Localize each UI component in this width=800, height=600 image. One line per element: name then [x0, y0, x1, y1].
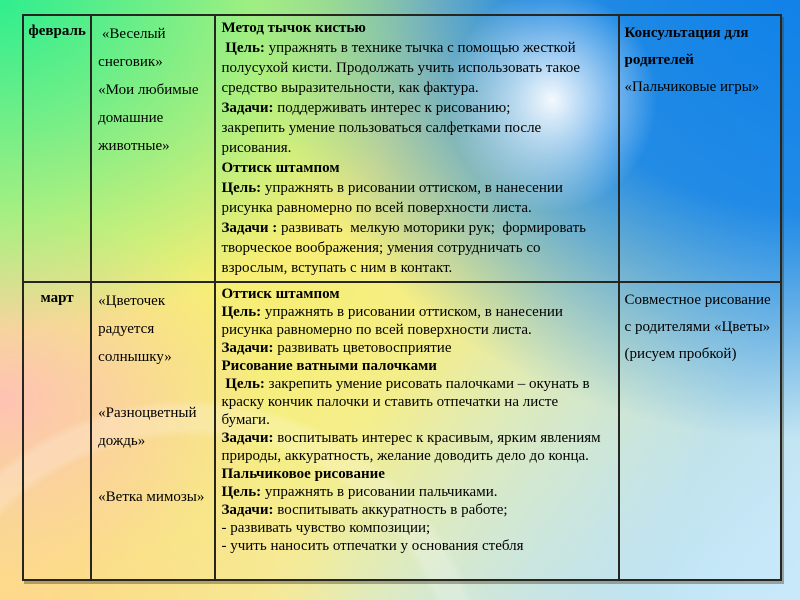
cell-february-consultation: Консультация для родителей «Пальчиковые и…: [617, 14, 783, 283]
cell-march-themes: «Цветочек радуется солнышку» «Разноцветны…: [90, 281, 217, 581]
paragraph: Рисование ватными палочками: [221, 358, 437, 374]
paragraph: Задачи : развивать мелкую моторики рук; …: [221, 220, 590, 276]
consultation-text: Совместное рисование с родителями «Цветы…: [625, 287, 775, 368]
cell-february-month: февраль: [21, 14, 93, 283]
paragraph: «Ветка мимозы»: [98, 489, 205, 505]
paragraph: Метод тычок кистью: [221, 20, 366, 36]
paragraph: Задачи: поддерживать интерес к рисованию…: [221, 100, 511, 116]
month-label: февраль: [28, 23, 86, 39]
paragraph: «Цветочек радуется солнышку»: [98, 293, 172, 365]
paragraph: Задачи: воспитывать аккуратность в работ…: [221, 502, 508, 518]
paragraph: Цель: закрепить умение рисовать палочкам…: [221, 376, 594, 428]
paragraph: Пальчиковое рисование: [221, 466, 385, 482]
paragraph: закрепить умение пользоваться салфетками…: [221, 120, 545, 156]
methods-text: Оттиск штампом Цель: упражнять в рисовани…: [221, 285, 608, 555]
paragraph: «Разноцветный дождь»: [98, 405, 201, 449]
paragraph: Цель: упражнять в рисовании пальчиками.: [221, 484, 498, 500]
month-label: март: [40, 290, 74, 306]
paragraph: Задачи: воспитывать интерес к красивым, …: [221, 430, 605, 464]
methods-text: Метод тычок кистью Цель: упражнять в тех…: [221, 18, 608, 278]
cell-february-methods: Метод тычок кистью Цель: упражнять в тех…: [214, 14, 620, 283]
consultation-text: Консультация для родителей «Пальчиковые и…: [625, 20, 775, 101]
paragraph: «Веселый снеговик»: [98, 26, 170, 70]
cell-february-themes: «Веселый снеговик» «Мои любимые домашние …: [90, 14, 217, 283]
paragraph: Цель: упражнять в рисовании оттиском, в …: [221, 304, 567, 338]
paragraph: Цель: упражнять в технике тычка с помощь…: [221, 40, 584, 96]
paragraph: Цель: упражнять в рисовании оттиском, в …: [221, 180, 567, 216]
paragraph: «Пальчиковые игры»: [624, 79, 760, 95]
row-march: март «Цветочек радуется солнышку» «Разноц…: [21, 281, 783, 581]
cell-march-consultation: Совместное рисование с родителями «Цветы…: [617, 281, 783, 581]
themes-text: «Цветочек радуется солнышку» «Разноцветны…: [98, 287, 210, 511]
themes-text: «Веселый снеговик» «Мои любимые домашние …: [98, 20, 210, 160]
cell-march-month: март: [21, 281, 93, 581]
monthly-activity-plan-table: февраль «Веселый снеговик» «Мои любимые д…: [21, 14, 783, 581]
paragraph: Задачи: развивать цветовосприятие: [221, 340, 452, 356]
cell-march-methods: Оттиск штампом Цель: упражнять в рисовани…: [214, 281, 620, 581]
paragraph: Совместное рисование с родителями «Цветы…: [624, 292, 775, 362]
paragraph: - учить наносить отпечатки у основания с…: [221, 538, 524, 554]
row-february: февраль «Веселый снеговик» «Мои любимые д…: [21, 14, 783, 283]
paragraph: «Мои любимые домашние животные»: [98, 82, 203, 154]
paragraph: - развивать чувство композиции;: [221, 520, 431, 536]
paragraph: Консультация для родителей: [624, 25, 753, 68]
paragraph: Оттиск штампом: [221, 160, 340, 176]
paragraph: Оттиск штампом: [221, 286, 340, 302]
